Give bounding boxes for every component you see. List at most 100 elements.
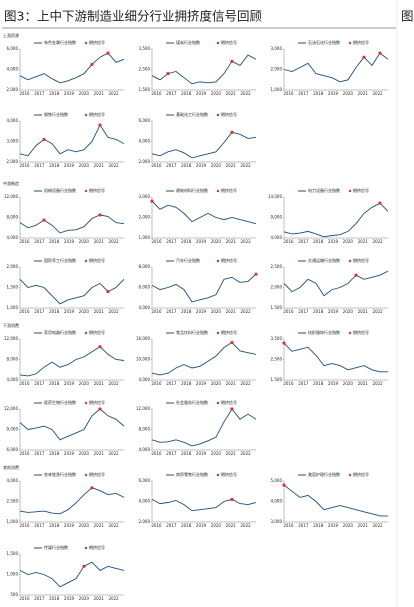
x-tick-label: 2016	[19, 239, 30, 244]
x-tick-label: 2020	[79, 163, 90, 168]
y-tick-label: 1,000	[139, 235, 151, 240]
x-tick-label: 2020	[211, 239, 222, 244]
x-tick-label: 2019	[64, 91, 75, 96]
x-tick-label: 2016	[151, 309, 162, 314]
signal-point	[150, 199, 154, 203]
x-tick-label: 2021	[226, 381, 237, 386]
x-tick-label: 2018	[313, 523, 324, 528]
x-tick-label: 2020	[343, 381, 354, 386]
x-tick-label: 2021	[94, 451, 105, 456]
x-tick-label: 2019	[328, 381, 339, 386]
y-tick-label: 500	[10, 592, 18, 597]
x-tick-label: 2017	[166, 309, 177, 314]
y-tick-label: 3,000	[139, 194, 151, 199]
x-tick-label: 2016	[151, 451, 162, 456]
x-tick-label: 2022	[109, 523, 120, 528]
y-tick-label: 2,500	[271, 264, 283, 269]
x-tick-label: 2019	[64, 163, 75, 168]
signal-point	[90, 62, 94, 66]
x-tick-label: 2020	[79, 523, 90, 528]
x-tick-label: 2017	[34, 381, 45, 386]
right-title: 图	[401, 9, 414, 24]
x-tick-label: 2022	[109, 91, 120, 96]
x-tick-label: 2018	[49, 309, 60, 314]
legend-swatch	[84, 331, 88, 335]
y-tick-label: 8,000	[139, 427, 151, 432]
legend-swatch	[216, 189, 220, 193]
legend-label: 拥挤信号	[221, 111, 237, 117]
legend-label: 拥挤信号	[353, 329, 369, 335]
legend-label: 美容护理行业指数	[308, 471, 340, 477]
x-tick-label: 2016	[19, 596, 30, 601]
x-tick-label: 2017	[298, 381, 309, 386]
x-tick-label: 2018	[181, 451, 192, 456]
y-tick-label: 2,000	[271, 285, 283, 290]
index-line	[283, 484, 388, 517]
index-line	[151, 200, 257, 225]
y-tick-label: 6,000	[139, 118, 151, 123]
x-tick-label: 2016	[151, 381, 162, 386]
y-tick-label: 8,000	[7, 357, 19, 362]
x-tick-label: 2021	[226, 91, 237, 96]
x-tick-label: 2021	[358, 309, 369, 314]
legend-label: 拥挤信号	[221, 471, 237, 477]
y-tick-label: 5,000	[271, 478, 283, 483]
legend-swatch	[216, 473, 220, 477]
x-tick-label: 2019	[328, 91, 339, 96]
x-tick-label: 2017	[166, 91, 177, 96]
x-tick-label: 2020	[343, 239, 354, 244]
x-tick-label: 2018	[181, 309, 192, 314]
signal-point	[42, 218, 46, 222]
index-line	[19, 408, 125, 441]
y-tick-label: 9,000	[7, 427, 19, 432]
signal-point	[98, 213, 102, 217]
x-tick-label: 2017	[34, 523, 45, 528]
signal-point	[98, 345, 102, 349]
signal-point	[42, 137, 46, 142]
y-tick-label: 2,000	[7, 159, 19, 164]
signal-point	[230, 497, 234, 502]
y-tick-label: 12,000	[136, 406, 150, 411]
legend-swatch	[348, 331, 352, 335]
x-tick-label: 2017	[166, 239, 177, 244]
y-tick-label: 6,000	[139, 478, 151, 483]
x-tick-label: 2019	[328, 309, 339, 314]
index-line	[283, 52, 389, 83]
x-tick-label: 2016	[19, 309, 30, 314]
x-tick-label: 2020	[211, 523, 222, 528]
x-tick-label: 2019	[196, 239, 207, 244]
x-tick-label: 2018	[181, 163, 192, 168]
x-tick-label: 2019	[196, 309, 207, 314]
y-tick-label: 2,000	[7, 87, 19, 92]
y-tick-label: 4,000	[139, 499, 151, 504]
x-tick-label: 2022	[373, 239, 384, 244]
signal-point	[282, 341, 286, 345]
x-tick-label: 2022	[373, 381, 384, 386]
x-tick-label: 2021	[94, 239, 105, 244]
legend-label: 煤炭行业指数	[176, 39, 200, 45]
legend-label: 纺织服饰行业指数	[308, 329, 340, 335]
legend-swatch	[84, 189, 88, 193]
y-tick-label: 1,000	[7, 572, 19, 577]
x-tick-label: 2017	[34, 163, 45, 168]
x-tick-label: 2019	[196, 451, 207, 456]
x-tick-label: 2017	[166, 381, 177, 386]
legend-swatch	[84, 401, 88, 405]
signal-point	[166, 72, 170, 76]
x-tick-label: 2016	[19, 523, 30, 528]
y-tick-label: 8,000	[139, 264, 151, 269]
x-tick-label: 2018	[49, 523, 60, 528]
legend-label: 国防军工行业指数	[44, 257, 76, 263]
x-tick-label: 2020	[79, 239, 90, 244]
x-tick-label: 2016	[151, 239, 162, 244]
x-tick-label: 2019	[196, 163, 207, 168]
index-line	[19, 487, 125, 515]
x-tick-label: 2017	[298, 523, 309, 528]
signal-point	[254, 272, 258, 276]
legend-swatch	[84, 546, 88, 550]
x-tick-label: 2016	[283, 309, 294, 314]
y-tick-label: 3,500	[271, 336, 283, 341]
x-tick-label: 2018	[49, 451, 60, 456]
